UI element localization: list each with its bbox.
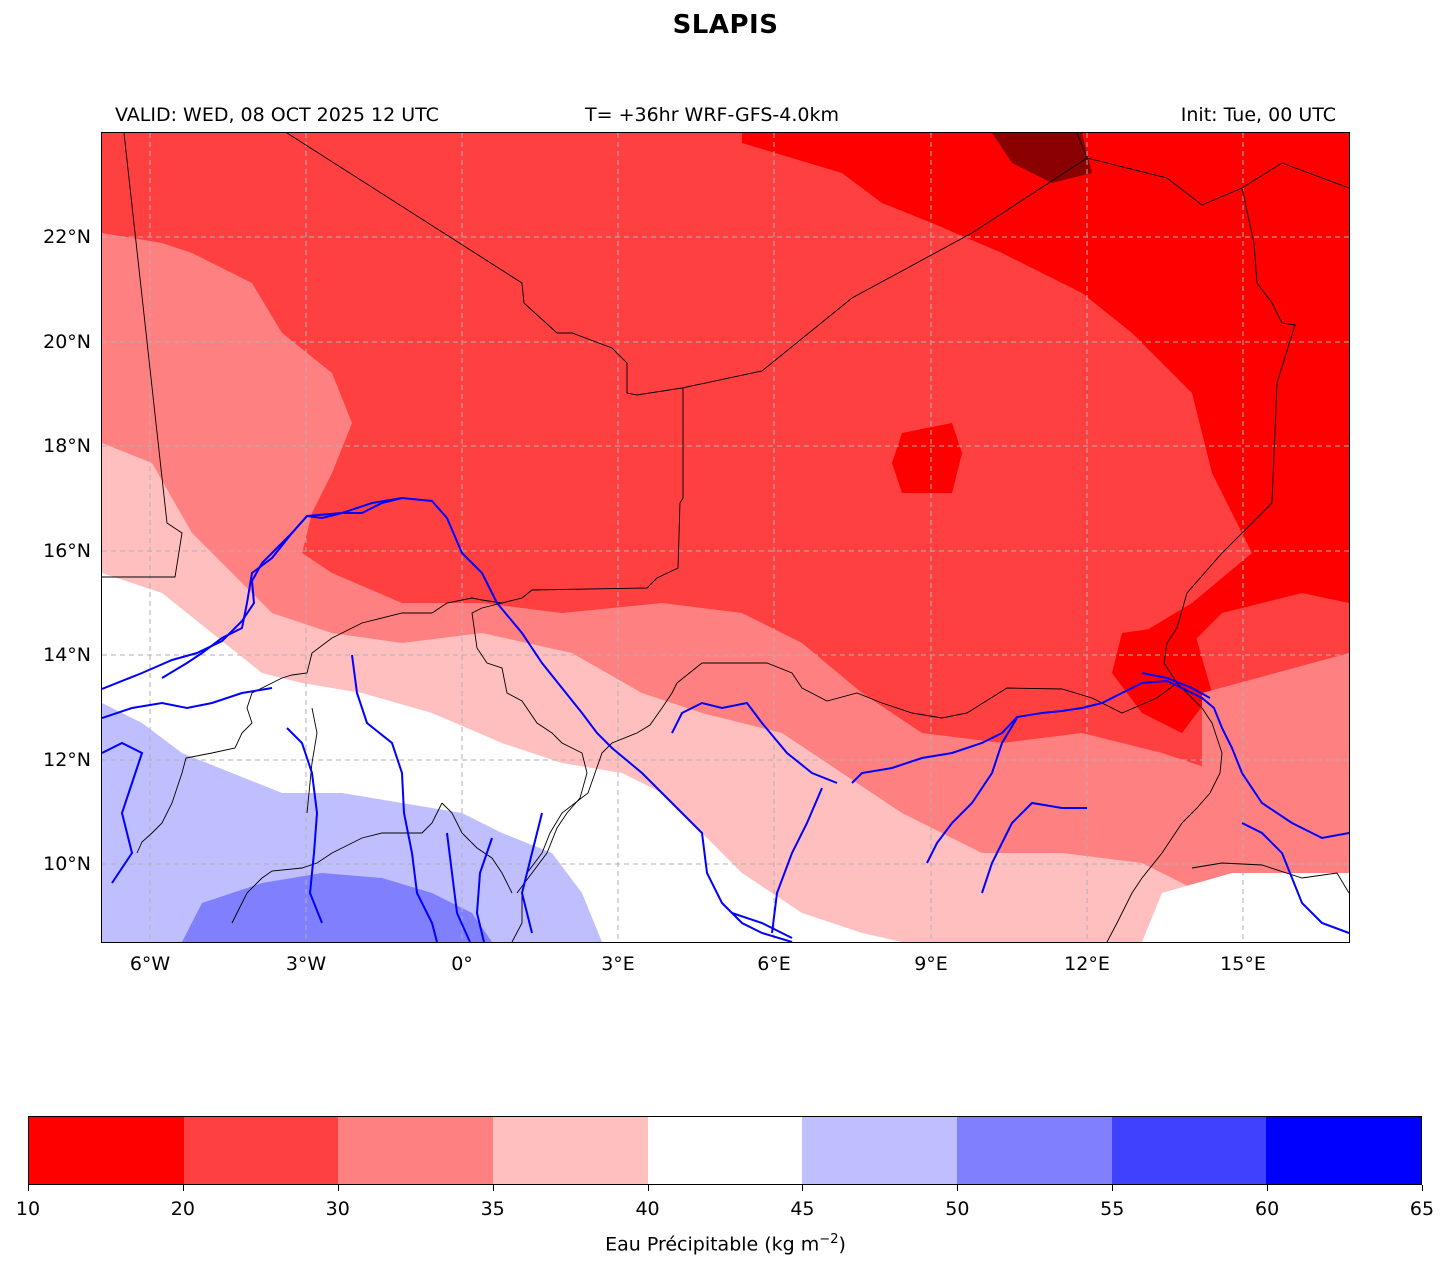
lon-label-6w: 6°W — [129, 953, 171, 975]
colorbar-tick — [182, 1185, 184, 1191]
lon-label-9e: 9°E — [914, 953, 948, 975]
colorbar-tick-label: 55 — [1100, 1198, 1125, 1220]
lat-label-14n: 14°N — [43, 644, 91, 666]
forecast-model-label: T= +36hr WRF-GFS-4.0km — [585, 104, 839, 126]
colorbar-tick-label: 40 — [635, 1198, 660, 1220]
valid-time-label: VALID: WED, 08 OCT 2025 12 UTC — [115, 104, 439, 126]
lon-label-12e: 12°E — [1064, 953, 1110, 975]
colorbar-tick — [337, 1185, 339, 1191]
colorbar-tick — [957, 1185, 959, 1191]
colorbar-tick-label: 30 — [325, 1198, 350, 1220]
colorbar-segment — [338, 1117, 494, 1184]
colorbar-tick — [1422, 1185, 1423, 1191]
lat-label-12n: 12°N — [43, 749, 91, 771]
field-0-10 — [992, 133, 1092, 183]
colorbar-tick-label: 20 — [170, 1198, 195, 1220]
colorbar-segment — [493, 1117, 648, 1184]
colorbar-tick-label: 35 — [480, 1198, 505, 1220]
colorbar-segment — [183, 1117, 339, 1184]
colorbar-segment — [647, 1117, 803, 1184]
lon-label-3w: 3°W — [285, 953, 327, 975]
chart-title: SLAPIS — [672, 10, 779, 40]
precipitable-water-map — [101, 132, 1350, 943]
colorbar-tick — [802, 1185, 804, 1191]
lon-label-15e: 15°E — [1220, 953, 1266, 975]
colorbar-segment — [802, 1117, 958, 1184]
colorbar-segment — [957, 1117, 1112, 1184]
rivers — [102, 496, 1349, 942]
field-10-20 — [742, 133, 1349, 653]
init-time-label: Init: Tue, 00 UTC — [1180, 104, 1336, 126]
colorbar-tick-label: 65 — [1409, 1198, 1435, 1220]
graticule — [102, 133, 1349, 942]
colorbar-segment — [1266, 1117, 1422, 1184]
lat-label-18n: 18°N — [43, 435, 91, 457]
field-10-20-patch — [892, 423, 962, 493]
lat-label-20n: 20°N — [43, 331, 91, 353]
lon-label-3e: 3°E — [601, 953, 635, 975]
colorbar-tick — [28, 1185, 29, 1191]
lon-label-6e: 6°E — [757, 953, 791, 975]
colorbar-label-end: ) — [838, 1233, 846, 1256]
colorbar-segment — [29, 1117, 184, 1184]
country-borders — [102, 133, 1349, 942]
lat-label-16n: 16°N — [43, 540, 91, 562]
colorbar-tick-label: 50 — [945, 1198, 970, 1220]
colorbar — [28, 1116, 1422, 1185]
colorbar-tick — [492, 1185, 494, 1191]
colorbar-tick — [1112, 1185, 1114, 1191]
lat-label-22n: 22°N — [43, 226, 91, 248]
colorbar-label: Eau Précipitable (kg m−2) — [0, 1232, 1451, 1255]
colorbar-tick — [647, 1185, 649, 1191]
colorbar-tick-label: 10 — [15, 1198, 41, 1220]
colorbar-label-main: Eau Précipitable (kg m — [605, 1233, 820, 1256]
colorbar-tick — [1267, 1185, 1269, 1191]
lon-label-0: 0° — [451, 953, 473, 975]
field-50-55 — [182, 873, 492, 942]
colorbar-tick-label: 60 — [1255, 1198, 1280, 1220]
colorbar-label-exp: −2 — [819, 1232, 839, 1247]
colorbar-tick-label: 45 — [790, 1198, 815, 1220]
field-30-35-east — [1202, 653, 1349, 833]
colorbar-segment — [1111, 1117, 1267, 1184]
field-45-50 — [102, 703, 602, 942]
lat-label-10n: 10°N — [43, 853, 91, 875]
